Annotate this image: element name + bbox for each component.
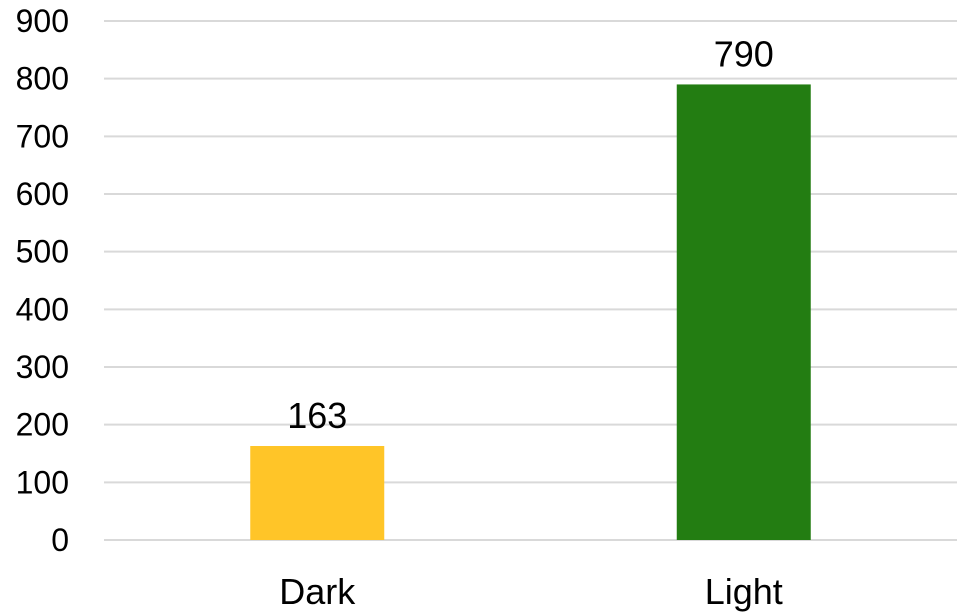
y-tick-label: 400 bbox=[16, 291, 69, 327]
y-tick-label: 900 bbox=[16, 3, 69, 39]
y-tick-label: 100 bbox=[16, 464, 69, 500]
y-tick-label: 0 bbox=[51, 522, 69, 558]
y-tick-label: 700 bbox=[16, 118, 69, 154]
x-category-label-light: Light bbox=[705, 571, 783, 612]
x-category-label-dark: Dark bbox=[279, 571, 356, 612]
y-tick-label: 300 bbox=[16, 349, 69, 385]
bars bbox=[250, 84, 811, 540]
data-label-light: 790 bbox=[714, 33, 774, 74]
y-tick-label: 200 bbox=[16, 407, 69, 443]
bar-dark bbox=[250, 446, 385, 540]
data-label-dark: 163 bbox=[287, 395, 347, 436]
gridlines bbox=[104, 20, 957, 541]
data-labels: 163 790 bbox=[287, 33, 774, 436]
y-axis-tick-labels: 0 100 200 300 400 500 600 700 800 900 bbox=[16, 3, 69, 558]
x-axis-category-labels: Dark Light bbox=[279, 571, 783, 612]
y-tick-label: 800 bbox=[16, 61, 69, 97]
y-tick-label: 500 bbox=[16, 234, 69, 270]
y-tick-label: 600 bbox=[16, 176, 69, 212]
bar-light bbox=[676, 84, 811, 540]
